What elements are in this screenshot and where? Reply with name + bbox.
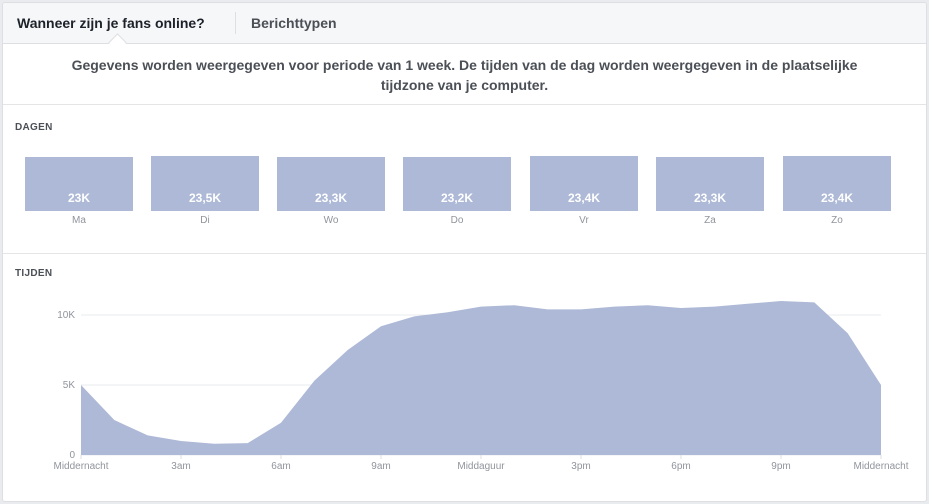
day-label: Zo: [831, 215, 843, 226]
day-bar[interactable]: 23,3K: [656, 157, 764, 211]
x-tick-label: Middernacht: [853, 461, 908, 472]
x-tick-label: 9pm: [771, 461, 790, 472]
times-section-label: TIJDEN: [15, 268, 53, 279]
x-tick-label: 3am: [171, 461, 190, 472]
day-value-label: 23,4K: [820, 191, 854, 205]
day-value-label: 23,5K: [188, 191, 222, 205]
day-label: Vr: [579, 215, 589, 226]
y-tick-label: 10K: [57, 310, 75, 321]
divider: [3, 253, 926, 254]
tab-post-types[interactable]: Berichttypen: [251, 15, 337, 31]
y-tick-label: 0: [69, 450, 75, 461]
day-column-za[interactable]: 23,3K Za: [656, 143, 764, 233]
x-tick-label: 9am: [371, 461, 390, 472]
day-value-label: 23,3K: [314, 191, 348, 205]
x-tick-label: Middernacht: [53, 461, 108, 472]
day-bar[interactable]: 23,4K: [530, 156, 638, 211]
data-period-notice: Gegevens worden weergegeven voor periode…: [23, 55, 906, 95]
day-column-di[interactable]: 23,5K Di: [151, 143, 259, 233]
day-value-label: 23K: [67, 191, 90, 205]
day-bar[interactable]: 23,3K: [277, 157, 385, 211]
day-column-zo[interactable]: 23,4K Zo: [783, 143, 891, 233]
hourly-online-area: [81, 301, 881, 455]
notice-line-2: tijdzone van je computer.: [380, 77, 549, 93]
day-value-label: 23,4K: [567, 191, 601, 205]
tab-online-fans[interactable]: Wanneer zijn je fans online?: [17, 15, 205, 31]
x-tick-label: 6am: [271, 461, 290, 472]
day-bar[interactable]: 23,4K: [783, 156, 891, 211]
day-label: Ma: [72, 215, 86, 226]
day-label: Di: [200, 215, 210, 226]
day-bar[interactable]: 23K: [25, 157, 133, 211]
day-column-wo[interactable]: 23,3K Wo: [277, 143, 385, 233]
day-bar[interactable]: 23,5K: [151, 156, 259, 211]
notice-line-1: Gegevens worden weergegeven voor periode…: [71, 57, 858, 73]
y-tick-label: 5K: [63, 380, 76, 391]
times-chart-svg: 0 5K 10K Middernacht 3am 6am 9am Middaguur 3pm 6p…: [53, 301, 909, 472]
day-bar[interactable]: 23,2K: [403, 157, 511, 211]
day-value-label: 23,3K: [693, 191, 727, 205]
times-area-chart: 0 5K 10K Middernacht 3am 6am 9am Middaguur 3pm 6p…: [3, 283, 926, 501]
day-label: Za: [704, 215, 716, 226]
x-tick-label: 3pm: [571, 461, 590, 472]
divider: [3, 104, 926, 105]
day-column-do[interactable]: 23,2K Do: [403, 143, 511, 233]
day-column-vr[interactable]: 23,4K Vr: [530, 143, 638, 233]
day-label: Wo: [323, 215, 339, 226]
tab-separator: [235, 12, 236, 34]
x-tick-label: 6pm: [671, 461, 690, 472]
x-tick-label: Middaguur: [457, 461, 505, 472]
days-bar-chart: 23K Ma 23,5K Di 23,3K Wo 23,2K Do 23,4K Vr 23,3K Za…: [3, 143, 926, 233]
day-column-ma[interactable]: 23K Ma: [25, 143, 133, 233]
tab-bar: Wanneer zijn je fans online? Berichttype…: [3, 3, 926, 44]
day-label: Do: [450, 215, 464, 226]
days-section-label: DAGEN: [15, 122, 53, 133]
day-value-label: 23,2K: [440, 191, 474, 205]
